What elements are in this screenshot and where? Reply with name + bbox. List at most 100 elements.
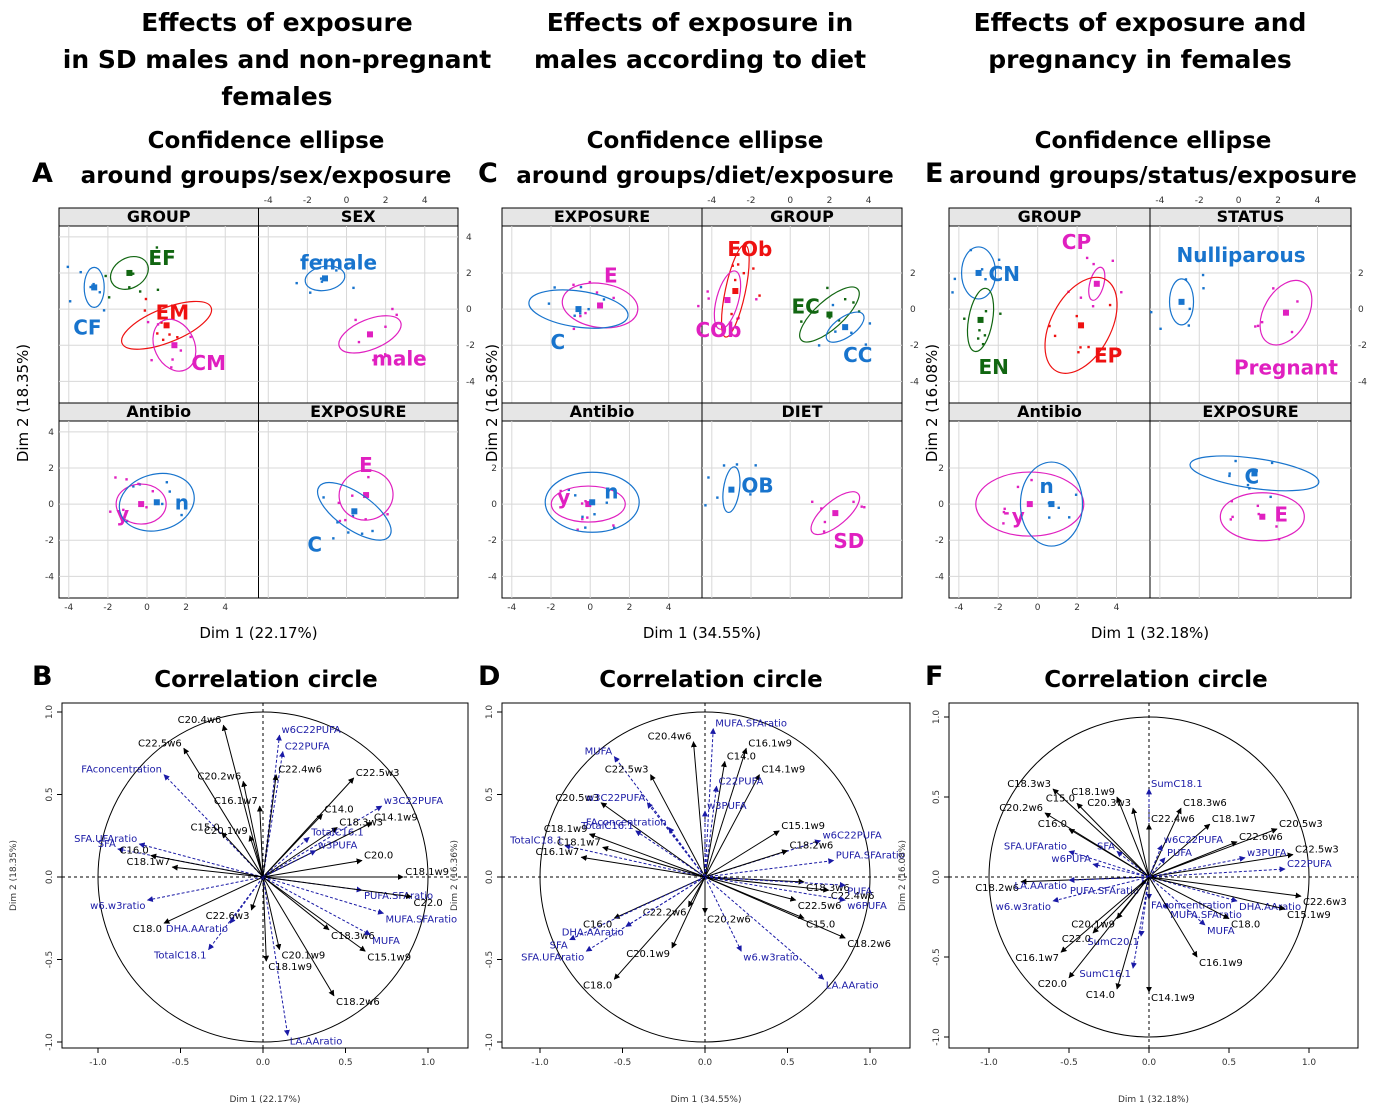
x-tick-label: 0.5 bbox=[780, 1058, 794, 1068]
group-centroid-cp bbox=[1093, 280, 1100, 287]
y-axis-label: Dim 2 (18.35%) bbox=[14, 344, 32, 462]
individual-point bbox=[102, 309, 106, 312]
individual-point bbox=[1256, 324, 1260, 328]
variable-label: C18.3w6 bbox=[1183, 798, 1227, 809]
variable-arrow bbox=[690, 741, 706, 878]
x-axis-label: Dim 1 (22.17%) bbox=[199, 624, 317, 642]
x-tick-label: 0.5 bbox=[1222, 1058, 1236, 1068]
individual-point bbox=[1228, 472, 1231, 475]
individual-point bbox=[752, 267, 755, 270]
y-tick-label: 1.0 bbox=[932, 710, 942, 725]
variable-label: C20.2w6 bbox=[197, 771, 241, 782]
x-tick-label: -1.0 bbox=[980, 1058, 998, 1068]
group-label-ef: EF bbox=[148, 246, 175, 270]
variable-label: C22PUFA bbox=[719, 776, 764, 787]
variable-label: PUFA bbox=[847, 886, 872, 897]
individual-point bbox=[587, 307, 590, 311]
y-tick-label-right: 0 bbox=[466, 305, 472, 315]
variable-label: SFA.UFAratio bbox=[1004, 841, 1067, 852]
variable-arrow bbox=[1130, 876, 1150, 969]
variable-label: C14.0 bbox=[1086, 990, 1115, 1001]
variable-label: C15.0 bbox=[191, 822, 220, 833]
individual-point bbox=[613, 526, 616, 529]
y-tick-label-right: -2 bbox=[466, 341, 475, 351]
x-tick-label-top: 0 bbox=[787, 196, 793, 206]
variable-label: C20.0 bbox=[364, 851, 393, 862]
group-centroid-y bbox=[1026, 501, 1033, 508]
group-label-cp: CP bbox=[1062, 230, 1091, 254]
individual-point bbox=[347, 531, 350, 534]
confidence-ellipse-ob bbox=[722, 466, 741, 514]
variable-label: MUFA bbox=[1207, 926, 1235, 937]
variable-arrow bbox=[208, 876, 264, 951]
individual-point bbox=[707, 297, 710, 300]
individual-point bbox=[1230, 500, 1234, 503]
individual-point bbox=[852, 500, 855, 504]
variable-label: LA.AAratio bbox=[1014, 881, 1067, 892]
individual-point bbox=[559, 489, 562, 493]
individual-point bbox=[860, 505, 863, 508]
y-tick-label: -1.0 bbox=[45, 1033, 55, 1051]
group-label-n: n bbox=[604, 479, 618, 503]
confidence-ellipse-n bbox=[1019, 461, 1084, 547]
group-centroid-cc bbox=[842, 324, 849, 331]
variable-arrow bbox=[1076, 802, 1150, 878]
individual-point bbox=[868, 322, 872, 325]
corr-header-f: F Correlation circle bbox=[925, 661, 1268, 693]
variable-arrow bbox=[671, 876, 706, 949]
individual-point bbox=[352, 286, 355, 290]
y-tick-label: -2 bbox=[935, 536, 944, 546]
variable-arrow bbox=[1148, 823, 1211, 878]
group-centroid-female bbox=[322, 275, 328, 282]
column-title-1-line-1: Effects of exposure bbox=[141, 8, 413, 37]
confidence-ellipse-pregnant bbox=[1259, 279, 1313, 346]
individual-point bbox=[66, 265, 70, 269]
individual-point bbox=[1120, 291, 1123, 294]
facet-strip-label: STATUS bbox=[1217, 207, 1285, 226]
facet-exposure: EXPOSURE E C bbox=[258, 402, 459, 599]
confidence-ellipse-cob bbox=[713, 270, 742, 330]
variable-arrow bbox=[704, 876, 797, 902]
individual-point bbox=[754, 464, 757, 467]
x-tick-label: 1.0 bbox=[863, 1058, 878, 1068]
variable-arrow bbox=[1148, 844, 1163, 878]
variable-label: LA.AAratio bbox=[290, 1036, 343, 1047]
variable-label: C18.3w3 bbox=[1007, 779, 1051, 790]
variable-arrow bbox=[171, 864, 264, 878]
individual-point bbox=[372, 358, 375, 362]
individual-point bbox=[579, 314, 582, 318]
variable-label: FAconcentration bbox=[1151, 900, 1232, 911]
individual-point bbox=[165, 481, 169, 484]
y-tick-label: 1.0 bbox=[45, 705, 55, 720]
variable-label: C15.1w9 bbox=[781, 821, 825, 832]
variable-label: C22.4w6 bbox=[1151, 814, 1195, 825]
individual-point bbox=[749, 493, 752, 496]
group-label-cm: CM bbox=[191, 351, 226, 375]
variable-label: MUFA bbox=[372, 936, 400, 947]
x-tick-label: -1.0 bbox=[531, 1058, 549, 1068]
group-label-sd: SD bbox=[833, 529, 864, 553]
variable-arrow bbox=[704, 760, 727, 878]
variable-label: C14.0 bbox=[324, 804, 353, 815]
variable-label: C18.0 bbox=[133, 924, 162, 935]
group-centroid-ep bbox=[1078, 322, 1085, 329]
individual-point bbox=[114, 476, 117, 479]
individual-point bbox=[104, 274, 107, 278]
individual-point bbox=[168, 490, 171, 493]
y-tick-label: 0 bbox=[938, 500, 944, 510]
variable-arrow bbox=[262, 774, 279, 878]
variable-label: C16.1w7 bbox=[535, 847, 579, 858]
individual-point bbox=[850, 331, 853, 335]
confidence-ellipse-y bbox=[975, 471, 1085, 537]
individual-point bbox=[344, 518, 347, 522]
x-tick-label: 0.5 bbox=[338, 1058, 352, 1068]
variable-arrow bbox=[163, 774, 264, 878]
y-tick-label: -4 bbox=[45, 572, 54, 582]
x-tick-label: 4 bbox=[666, 603, 672, 613]
panel-letter-f: F bbox=[925, 661, 943, 692]
variable-label: C18.3w6 bbox=[331, 931, 375, 942]
variable-label: C18.1w7 bbox=[1212, 814, 1256, 825]
group-label-c: C bbox=[1244, 464, 1259, 488]
group-centroid-y bbox=[138, 501, 145, 508]
individual-point bbox=[722, 464, 726, 467]
